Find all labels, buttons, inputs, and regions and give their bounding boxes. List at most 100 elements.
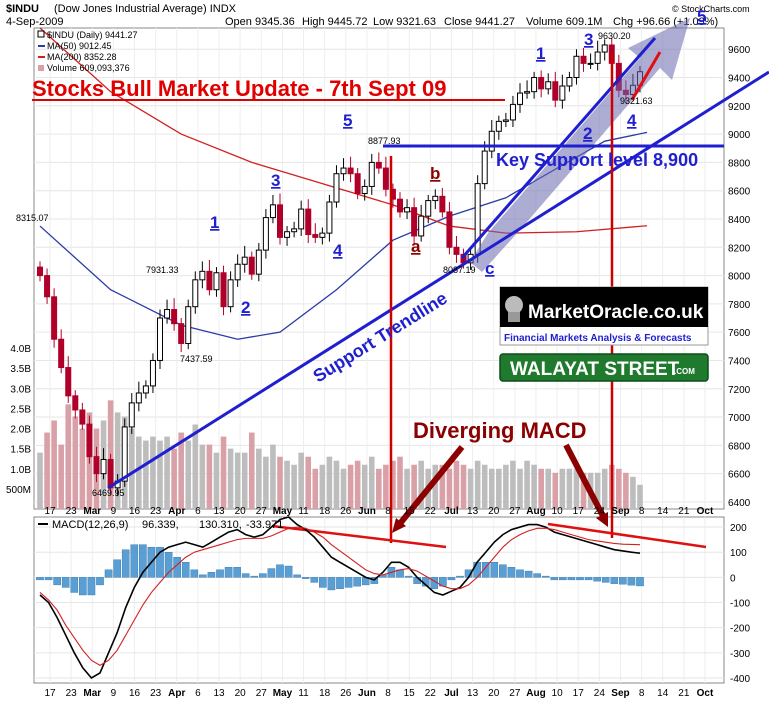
macd-hist-bar <box>524 570 533 578</box>
header-close: Close 9441.27 <box>444 16 515 28</box>
volume-bar <box>623 472 629 509</box>
price-label-6469: 6469.95 <box>92 488 125 498</box>
macd-hist-bar <box>319 577 327 588</box>
candle-body <box>142 385 149 394</box>
walayat-name: WALAYAT STREET <box>510 359 680 380</box>
ma200-line <box>39 27 648 234</box>
x-tick-price: 21 <box>678 506 690 517</box>
x-tick-macd: 27 <box>256 688 268 699</box>
macd-y-tick: -200 <box>730 624 750 635</box>
volume-bar <box>376 468 382 509</box>
macd-hist-bar <box>267 568 276 578</box>
x-tick-price: 20 <box>235 506 247 517</box>
x-tick-macd: 24 <box>594 688 606 699</box>
macd-hist-bar <box>507 567 516 578</box>
x-tick-macd: 6 <box>195 688 201 699</box>
legend-ma50: MA(50) 9012.45 <box>47 41 112 51</box>
candle-body <box>397 198 403 213</box>
x-tick-macd: 13 <box>467 688 479 699</box>
header-name: (Dow Jones Industrial Average) INDX <box>54 3 237 15</box>
candle-body <box>340 167 347 175</box>
candle-body <box>425 200 432 217</box>
macd-hist-bar <box>447 577 456 581</box>
x-tick-price: Aug <box>526 506 545 517</box>
price-y-tick: 7800 <box>728 300 751 311</box>
diverging-arrowhead-left <box>392 518 406 533</box>
wave-label-5a: 5 <box>343 111 352 130</box>
volume-bar <box>503 464 509 509</box>
macd-hist-bar <box>190 569 199 578</box>
x-tick-price: 8 <box>385 506 391 517</box>
volume-bar <box>361 464 368 509</box>
legend-price-swatch <box>37 30 45 38</box>
price-y-tick: 8200 <box>728 243 751 254</box>
x-tick-macd: Jun <box>358 688 376 699</box>
macd-hist-bar <box>181 562 190 578</box>
x-tick-price: 22 <box>425 506 437 517</box>
wave-label-2a: 2 <box>241 298 250 317</box>
macd-hist-bar <box>353 577 361 587</box>
candle-body <box>361 185 368 195</box>
candle-body <box>446 211 453 248</box>
macd-hist-bar <box>499 564 507 578</box>
candle-body <box>517 92 523 105</box>
x-tick-macd: Jul <box>444 688 459 699</box>
volume-bar <box>185 440 192 509</box>
annotation-title: Stocks Bull Market Update - 7th Sept 09 <box>32 76 446 101</box>
candle-body <box>199 270 206 281</box>
candle-body <box>234 263 241 281</box>
candle-body <box>100 458 107 475</box>
candle-body <box>439 195 446 213</box>
candle-body <box>601 44 608 53</box>
macd-hist-bar <box>636 577 644 587</box>
volume-bar <box>496 468 502 509</box>
macd-hist-bar <box>250 575 259 578</box>
price-y-tick: 7400 <box>728 356 751 367</box>
macd-hist-bar <box>276 564 284 578</box>
volume-bar <box>319 464 326 509</box>
candle-body <box>305 208 312 236</box>
diverging-arrow-right <box>563 443 607 520</box>
x-tick-price: Jul <box>444 506 459 517</box>
volume-bar <box>368 456 375 509</box>
volume-bar <box>51 420 57 509</box>
walayat-street-logo: WALAYAT STREET .COM <box>499 353 709 382</box>
candle-body <box>319 232 326 238</box>
candle-body <box>594 51 601 64</box>
price-y-tick: 8600 <box>728 187 751 198</box>
macd-hist-bar <box>550 577 559 581</box>
macd-hist-bar <box>627 577 636 586</box>
volume-bar <box>248 432 255 509</box>
x-tick-macd: Oct <box>697 688 714 699</box>
price-legend: $INDU (Daily) 9441.27 MA(50) 9012.45 MA(… <box>37 30 138 73</box>
volume-bar <box>559 468 566 509</box>
macd-hist-bar <box>156 546 164 578</box>
x-tick-macd: 16 <box>129 688 141 699</box>
macd-hist-bar <box>44 577 53 581</box>
wave-label-b: b <box>430 164 440 183</box>
candle-body <box>531 77 538 93</box>
volume-bar <box>199 444 206 509</box>
volume-bar <box>312 468 319 509</box>
candle-body <box>375 161 382 169</box>
x-tick-macd: 20 <box>488 688 500 699</box>
volume-y-tick: 1.0B <box>10 465 31 476</box>
volume-y-tick: 2.5B <box>10 404 31 415</box>
volume-bar <box>178 432 184 509</box>
macd-histogram <box>36 544 644 596</box>
x-tick-macd: 23 <box>150 688 162 699</box>
macd-hist-bar <box>284 565 293 578</box>
x-tick-price: 14 <box>657 506 669 517</box>
volume-bar <box>630 476 636 509</box>
macd-y-tick: 100 <box>730 548 747 559</box>
candle-body <box>213 272 220 291</box>
macd-hist-bar <box>199 574 207 578</box>
volume-bar <box>150 436 156 509</box>
macd-hist-bar <box>344 577 353 588</box>
volume-bar <box>58 444 64 509</box>
candle-body <box>524 91 531 94</box>
candle-body <box>312 234 319 238</box>
candle-body <box>277 204 283 238</box>
